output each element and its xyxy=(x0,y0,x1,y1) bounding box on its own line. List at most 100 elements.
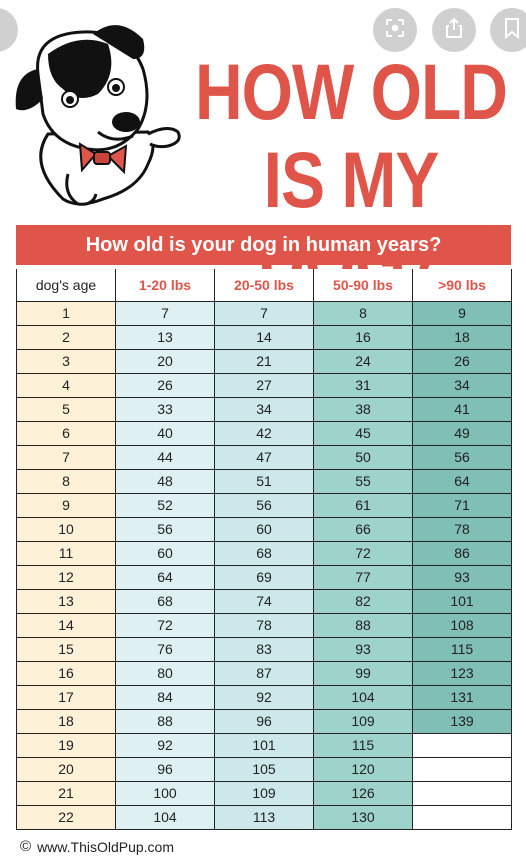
human-years-cell: 9 xyxy=(412,300,512,326)
image-action-bar xyxy=(0,4,526,52)
age-cell: 6 xyxy=(16,420,116,446)
human-years-cell: 47 xyxy=(214,444,314,470)
chevron-left-icon xyxy=(0,18,6,43)
human-years-cell: 31 xyxy=(313,372,413,398)
human-years-cell: 8 xyxy=(313,300,413,326)
human-years-cell: 82 xyxy=(313,588,413,614)
human-years-cell: 123 xyxy=(412,660,512,686)
human-years-cell: 83 xyxy=(214,636,314,662)
human-years-cell: 80 xyxy=(115,660,215,686)
human-years-cell: 56 xyxy=(412,444,512,470)
empty-cell xyxy=(412,756,512,782)
table-row: 10 56 60 66 78 xyxy=(16,516,512,542)
human-years-cell: 33 xyxy=(115,396,215,422)
human-years-cell: 21 xyxy=(214,348,314,374)
human-years-cell: 72 xyxy=(115,612,215,638)
human-years-cell: 109 xyxy=(313,708,413,734)
age-cell: 8 xyxy=(16,468,116,494)
human-years-cell: 68 xyxy=(214,540,314,566)
table-row: 13 68 74 82 101 xyxy=(16,588,512,614)
human-years-cell: 44 xyxy=(115,444,215,470)
human-years-cell: 69 xyxy=(214,564,314,590)
subtitle-banner: How old is your dog in human years? xyxy=(16,225,511,265)
table-row: 6 40 42 45 49 xyxy=(16,420,512,446)
age-cell: 3 xyxy=(16,348,116,374)
human-years-cell: 60 xyxy=(115,540,215,566)
human-years-cell: 68 xyxy=(115,588,215,614)
table-row: 2 13 14 16 18 xyxy=(16,324,512,350)
table-row: 19 92 101 115 xyxy=(16,732,512,758)
age-cell: 16 xyxy=(16,660,116,686)
table-row: 18 88 96 109 139 xyxy=(16,708,512,734)
dog-age-table: dog's age 1-20 lbs 20-50 lbs 50-90 lbs >… xyxy=(16,269,512,830)
human-years-cell: 115 xyxy=(412,636,512,662)
human-years-cell: 108 xyxy=(412,612,512,638)
human-years-cell: 61 xyxy=(313,492,413,518)
age-cell: 22 xyxy=(16,804,116,830)
title-line-1: HOW OLD xyxy=(195,47,508,137)
human-years-cell: 38 xyxy=(313,396,413,422)
age-cell: 18 xyxy=(16,708,116,734)
human-years-cell: 84 xyxy=(115,684,215,710)
human-years-cell: 7 xyxy=(214,300,314,326)
human-years-cell: 71 xyxy=(412,492,512,518)
age-cell: 21 xyxy=(16,780,116,806)
table-row: 5 33 34 38 41 xyxy=(16,396,512,422)
human-years-cell: 60 xyxy=(214,516,314,542)
bookmark-icon xyxy=(504,17,520,44)
human-years-cell: 45 xyxy=(313,420,413,446)
human-years-cell: 66 xyxy=(313,516,413,542)
age-cell: 13 xyxy=(16,588,116,614)
table-row: 9 52 56 61 71 xyxy=(16,492,512,518)
header-dogs-age: dog's age xyxy=(16,269,116,302)
human-years-cell: 52 xyxy=(115,492,215,518)
header-over-90-lbs: >90 lbs xyxy=(412,269,512,302)
human-years-cell: 131 xyxy=(412,684,512,710)
table-row: 21 100 109 126 xyxy=(16,780,512,806)
human-years-cell: 76 xyxy=(115,636,215,662)
human-years-cell: 99 xyxy=(313,660,413,686)
copyright-symbol: © xyxy=(20,838,32,855)
human-years-cell: 41 xyxy=(412,396,512,422)
human-years-cell: 18 xyxy=(412,324,512,350)
human-years-cell: 27 xyxy=(214,372,314,398)
age-cell: 20 xyxy=(16,756,116,782)
age-cell: 14 xyxy=(16,612,116,638)
human-years-cell: 104 xyxy=(115,804,215,830)
human-years-cell: 86 xyxy=(412,540,512,566)
human-years-cell: 56 xyxy=(115,516,215,542)
human-years-cell: 109 xyxy=(214,780,314,806)
back-button[interactable] xyxy=(0,8,18,52)
human-years-cell: 100 xyxy=(115,780,215,806)
human-years-cell: 126 xyxy=(313,780,413,806)
save-button[interactable] xyxy=(490,8,526,52)
human-years-cell: 49 xyxy=(412,420,512,446)
table-row: 8 48 51 55 64 xyxy=(16,468,512,494)
human-years-cell: 104 xyxy=(313,684,413,710)
human-years-cell: 78 xyxy=(214,612,314,638)
human-years-cell: 34 xyxy=(412,372,512,398)
lens-button[interactable] xyxy=(373,8,417,52)
dog-illustration xyxy=(8,14,188,214)
human-years-cell: 78 xyxy=(412,516,512,542)
human-years-cell: 40 xyxy=(115,420,215,446)
human-years-cell: 74 xyxy=(214,588,314,614)
human-years-cell: 120 xyxy=(313,756,413,782)
table-body: 1 7 7 8 9 2 13 14 16 18 3 20 21 24 26 4 26 27 31 34 5 33 34 38 4… xyxy=(16,300,512,830)
human-years-cell: 48 xyxy=(115,468,215,494)
human-years-cell: 115 xyxy=(313,732,413,758)
site-url: www.ThisOldPup.com xyxy=(37,838,174,855)
empty-cell xyxy=(412,804,512,830)
age-cell: 19 xyxy=(16,732,116,758)
share-button[interactable] xyxy=(432,8,476,52)
human-years-cell: 64 xyxy=(115,564,215,590)
age-cell: 7 xyxy=(16,444,116,470)
age-cell: 9 xyxy=(16,492,116,518)
table-row: 4 26 27 31 34 xyxy=(16,372,512,398)
age-cell: 17 xyxy=(16,684,116,710)
human-years-cell: 13 xyxy=(115,324,215,350)
human-years-cell: 88 xyxy=(313,612,413,638)
human-years-cell: 51 xyxy=(214,468,314,494)
age-cell: 1 xyxy=(16,300,116,326)
